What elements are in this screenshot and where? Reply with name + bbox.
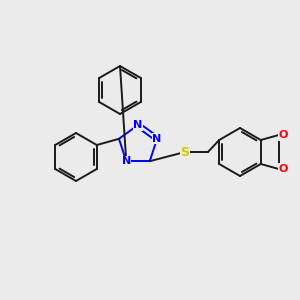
Text: N: N	[152, 134, 162, 144]
Text: O: O	[278, 130, 287, 140]
Text: O: O	[278, 164, 287, 174]
Text: S: S	[181, 146, 190, 158]
Text: N: N	[122, 156, 131, 166]
Text: N: N	[134, 120, 142, 130]
